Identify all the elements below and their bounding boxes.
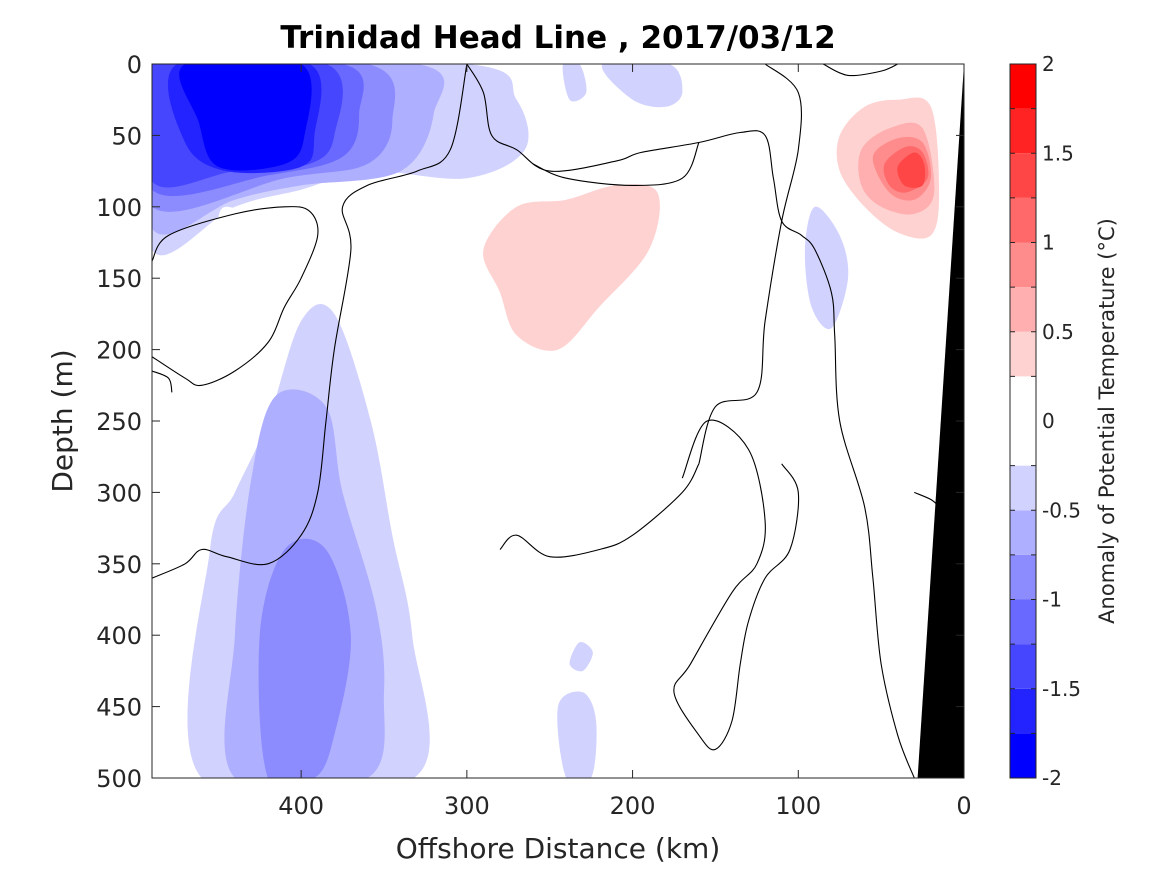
filled-contour-layer [152,64,948,778]
colorbar: -2 -1.5 -1 -0.5 0 0.5 1 1.5 2 [1009,52,1081,790]
colorbar-segment [1010,108,1036,154]
y-tick-label: 400 [96,622,142,650]
zero-contour-line-6 [499,463,700,558]
y-tick-label: 200 [96,337,142,365]
contour-region-8 [601,64,683,108]
y-tick-label: 0 [127,51,142,79]
contour-region-16 [483,184,660,351]
x-tick-label: 200 [610,792,656,820]
x-axis: 400 300 200 100 0 [278,64,972,820]
colorbar-tick-label: 1 [1042,231,1055,255]
colorbar-segment [1010,733,1036,778]
contour-region-11 [258,538,351,778]
colorbar-segment [1010,510,1036,555]
colorbar-segment [1010,465,1036,511]
colorbar-segment [1010,554,1036,600]
zero-contour-line-5 [698,64,802,464]
zero-contour-line-7 [673,419,800,751]
y-tick-label: 150 [96,265,142,293]
y-tick-label: 350 [96,551,142,579]
y-tick-label: 450 [96,694,142,722]
y-tick-label: 50 [111,122,142,150]
colorbar-segment [1010,599,1036,645]
x-axis-label: Offshore Distance (km) [396,832,721,865]
colorbar-segment [1010,197,1036,243]
colorbar-segment [1010,287,1036,332]
land-mask-layer [917,64,964,778]
contour-region-14 [804,206,849,330]
colorbar-tick-label: 1.5 [1042,141,1074,165]
contour-region-7 [562,64,587,102]
colorbar-frame [1009,63,1037,779]
x-tick-label: 300 [444,792,490,820]
zero-contour-line-1 [152,370,173,393]
colorbar-segment [1010,688,1036,734]
y-axis: 0 50 100 150 200 250 300 350 400 450 500 [96,51,964,793]
chart-title: Trinidad Head Line , 2017/03/12 [280,20,835,56]
x-tick-label: 0 [956,792,971,820]
colorbar-segment [1010,153,1036,198]
colorbar-tick-label: -1 [1042,588,1062,612]
y-tick-label: 100 [96,194,142,222]
x-tick-label: 100 [775,792,821,820]
y-tick-label: 300 [96,479,142,507]
zero-contour-line-layer [152,64,940,778]
zero-contour-line-8 [822,64,898,77]
zero-contour-line-4 [532,142,700,186]
colorbar-tick-label: -2 [1042,766,1062,790]
contour-region-17 [218,206,261,246]
colorbar-segment [1010,376,1036,466]
colorbar-tick-label: 0 [1042,409,1055,433]
contour-region-18 [184,248,236,301]
colorbar-tick-label: -1.5 [1042,677,1081,701]
contour-region-13 [569,641,593,672]
colorbar-segment [1010,644,1036,689]
y-axis-label: Depth (m) [46,349,79,492]
land-mask [917,64,964,778]
contour-region-25 [830,745,859,778]
colorbar-segment [1010,64,1036,109]
y-tick-label: 500 [96,765,142,793]
colorbar-segment [1010,331,1036,377]
colorbar-segment [1010,242,1036,288]
colorbar-label: Anomaly of Potential Temperature (°C) [1095,218,1119,624]
x-tick-label: 400 [278,792,324,820]
contour-region-24 [897,152,926,188]
zero-contour-line-3 [152,64,468,579]
colorbar-tick-label: 0.5 [1042,320,1074,344]
y-tick-label: 250 [96,408,142,436]
zero-contour-line-0 [152,206,319,387]
colorbar-tick-label: -0.5 [1042,498,1081,522]
contour-region-6 [179,64,312,171]
colorbar-tick-label: 2 [1042,52,1055,76]
contour-region-12 [557,691,597,778]
